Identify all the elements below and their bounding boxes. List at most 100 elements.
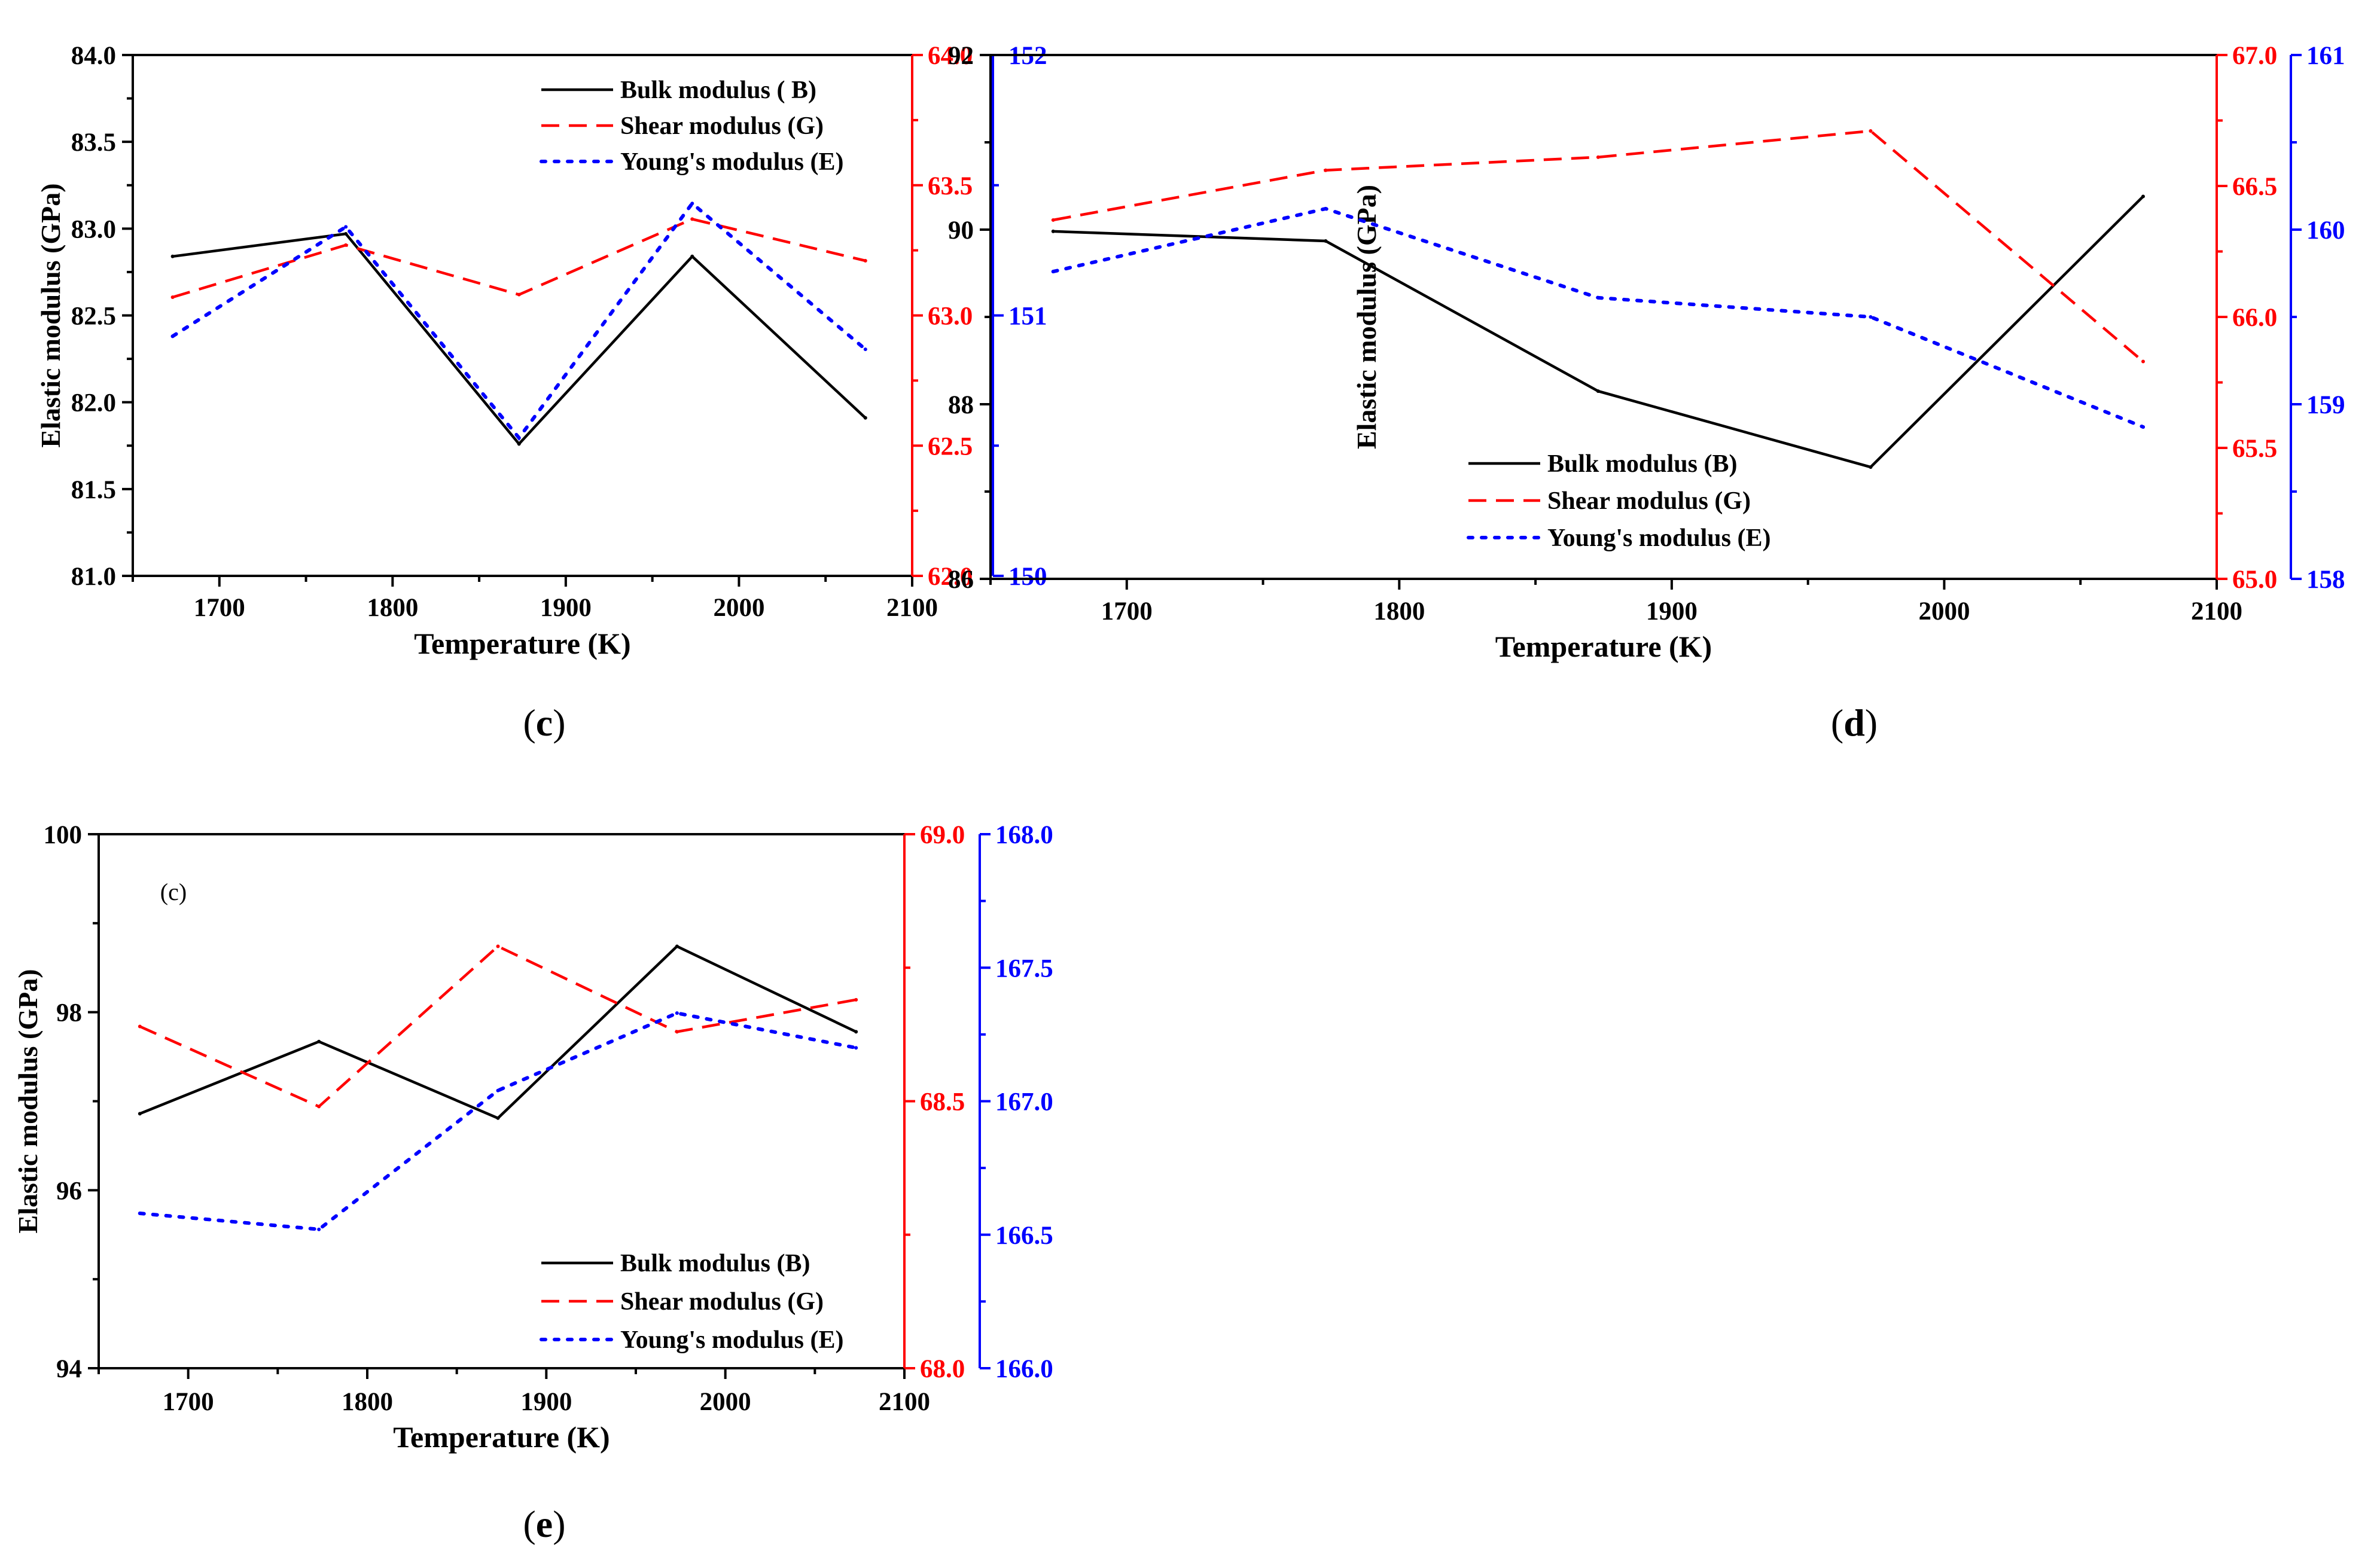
legend-label: Shear modulus (G) (620, 1288, 824, 1316)
panel-caption: (d) (1831, 701, 1878, 744)
series-line-left (139, 944, 857, 1120)
x-axis-ticks: 1700 1800 1900 2000 2100 (989, 579, 2242, 626)
x-tick-label: 1700 (1101, 597, 1153, 626)
data-point-left (863, 416, 867, 420)
x-tick-label: 1900 (520, 1388, 572, 1416)
data-point-red (1051, 218, 1055, 222)
panel-caption: (c) (523, 701, 565, 744)
data-point-red (2141, 359, 2145, 364)
red-y-ticks: 62.0 62.5 63.0 63.5 64.0 (912, 42, 973, 591)
legend-label: Young's modulus (E) (620, 148, 843, 176)
data-point-blue (170, 334, 175, 338)
series-line-blue (1051, 206, 2145, 429)
legend: Bulk modulus (B) Shear modulus (G) Young's… (540, 1250, 843, 1354)
blue-tick-label: 166.5 (995, 1222, 1053, 1250)
blue-tick-label: 151 (1008, 303, 1047, 331)
blue-tick-label: 159 (2306, 391, 2345, 419)
legend-label: Shear modulus (G) (1547, 487, 1751, 515)
data-point-blue (138, 1212, 142, 1216)
red-tick-label: 66.0 (2232, 304, 2277, 332)
red-tick-label: 68.5 (920, 1088, 965, 1116)
left-tick-label: 81.5 (71, 476, 116, 504)
y-axis-title: Elastic modulus (GPa) (13, 969, 43, 1233)
data-point-red (1324, 168, 1328, 172)
red-tick-label: 68.0 (920, 1355, 965, 1383)
data-point-blue (2141, 425, 2145, 429)
series-line-left (172, 232, 867, 446)
data-point-left (344, 232, 348, 236)
x-tick-label: 2100 (2191, 597, 2242, 626)
left-tick-label: 94 (56, 1355, 82, 1383)
left-tick-label: 100 (44, 821, 83, 849)
data-point-left (1324, 239, 1328, 243)
x-tick-label: 2000 (700, 1388, 751, 1416)
left-tick-label: 81.0 (71, 563, 116, 591)
data-point-blue (1596, 295, 1600, 300)
data-point-left (138, 1112, 142, 1116)
red-tick-label: 69.0 (920, 821, 965, 849)
x-axis-ticks: 1700 1800 1900 2000 2100 (97, 1368, 930, 1416)
data-point-left (170, 254, 175, 258)
left-tick-label: 90 (948, 216, 974, 245)
data-point-blue (1051, 270, 1055, 274)
legend: Bulk modulus (B) Shear modulus (G) Young's… (1467, 450, 1770, 552)
blue-tick-label: 158 (2306, 566, 2345, 594)
blue-tick-label: 167.5 (995, 954, 1053, 983)
left-y-ticks: 94 96 98 100 (44, 821, 99, 1383)
data-point-left (2141, 194, 2145, 199)
inset-label: (c) (160, 878, 187, 905)
x-tick-label: 2100 (879, 1388, 930, 1416)
blue-tick-label: 168.0 (995, 821, 1053, 849)
panel-caption: (e) (523, 1503, 565, 1545)
legend: Bulk modulus ( B) Shear modulus (G) Young'… (540, 77, 843, 176)
data-point-blue (863, 347, 867, 352)
data-point-left (854, 1030, 858, 1034)
panel-d: 1700 1800 1900 2000 2100 86 88 90 92 65.0 65.5 66.0… (948, 42, 2345, 744)
data-point-blue (317, 1227, 321, 1231)
data-point-left (690, 254, 694, 258)
left-tick-label: 82.0 (71, 389, 116, 417)
left-tick-label: 92 (948, 42, 974, 70)
red-tick-label: 65.0 (2232, 566, 2277, 594)
legend-label: Bulk modulus ( B) (620, 77, 816, 104)
blue-tick-label: 166.0 (995, 1355, 1053, 1383)
series-line-blue (138, 1011, 858, 1231)
data-point-left (317, 1039, 321, 1044)
legend-label: Young's modulus (E) (620, 1326, 843, 1354)
x-axis-title: Temperature (K) (1495, 630, 1712, 663)
blue-tick-label: 160 (2306, 216, 2345, 245)
x-tick-label: 2000 (713, 594, 764, 622)
red-tick-label: 63.5 (928, 172, 973, 200)
panel-c: 1700 1800 1900 2000 2100 81.0 81.5 82.0 82.5 83.0… (35, 42, 1047, 744)
left-tick-label: 84.0 (71, 42, 116, 70)
left-y-ticks: 81.0 81.5 82.0 82.5 83.0 83.5 84.0 (71, 42, 133, 591)
left-tick-label: 98 (56, 999, 82, 1027)
data-point-red (854, 997, 858, 1002)
data-point-red (138, 1024, 142, 1029)
data-point-blue (344, 225, 348, 229)
data-point-red (1869, 129, 1873, 133)
data-point-blue (1324, 206, 1328, 210)
x-tick-label: 1800 (342, 1388, 393, 1416)
red-tick-label: 62.0 (928, 563, 973, 591)
left-tick-label: 82.5 (71, 303, 116, 331)
legend-label: Young's modulus (E) (1547, 524, 1770, 552)
left-tick-label: 83.0 (71, 215, 116, 243)
legend-label: Bulk modulus (B) (620, 1250, 810, 1277)
data-point-red (1596, 155, 1600, 159)
red-tick-label: 66.5 (2232, 173, 2277, 201)
data-point-red (675, 1030, 679, 1034)
data-point-left (675, 944, 679, 948)
data-point-left (517, 442, 521, 446)
left-y-ticks: 86 88 90 92 (948, 42, 991, 594)
data-point-red (496, 944, 500, 948)
data-point-left (1869, 465, 1873, 469)
blue-y-ticks: 158 159 160 161 (2291, 42, 2345, 594)
legend-label: Bulk modulus (B) (1547, 450, 1737, 478)
data-point-red (344, 243, 348, 247)
red-tick-label: 64.0 (928, 42, 973, 70)
x-axis-title: Temperature (K) (414, 627, 630, 660)
y-axis-title: Elastic modulus (GPa) (1351, 185, 1382, 449)
data-point-left (496, 1116, 500, 1120)
